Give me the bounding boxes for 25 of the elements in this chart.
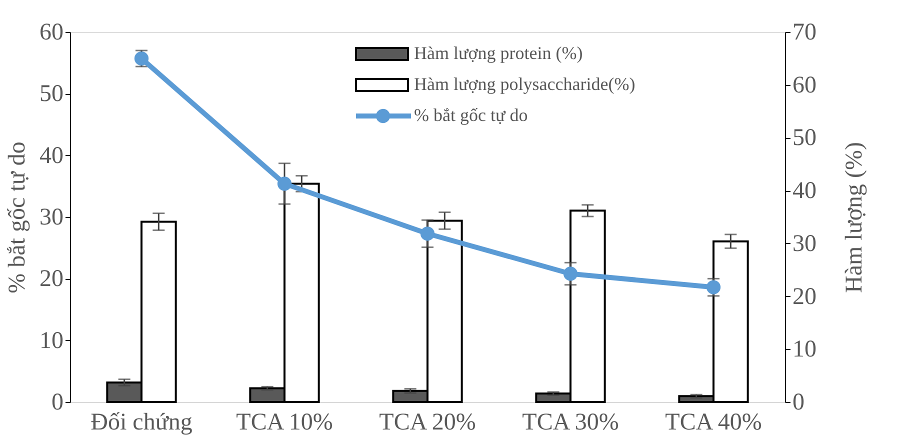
y2-tick-label: 60	[792, 72, 816, 98]
y-tick-label: 30	[40, 204, 64, 230]
y2-tick-label: 70	[792, 20, 816, 46]
x-tick-label: Đối chứng	[90, 410, 192, 436]
legend-label: Hàm lượng polysaccharide(%)	[414, 74, 636, 94]
y2-tick-label: 40	[792, 178, 816, 204]
x-tick-label: TCA 30%	[522, 410, 619, 436]
legend-label: Hàm lượng protein (%)	[414, 43, 583, 63]
y-tick-label: 20	[40, 266, 64, 292]
y-axis-title: % bắt gốc tự do	[4, 142, 30, 294]
y-tick-label: 40	[40, 142, 64, 169]
legend-label: % bắt gốc tự do	[414, 105, 528, 125]
y2-tick-label: 10	[792, 336, 816, 363]
y-tick-label: 0	[52, 390, 64, 416]
y2-axis-title: Hàm lượng (%)	[842, 142, 868, 293]
y2-tick-label: 50	[792, 125, 816, 152]
y-tick-label: 10	[40, 328, 64, 354]
x-tick-label: TCA 40%	[665, 410, 762, 436]
y2-tick-label: 30	[792, 230, 816, 257]
x-tick-label: TCA 10%	[236, 410, 333, 436]
y-tick-label: 50	[40, 81, 64, 108]
y-tick-label: 60	[40, 20, 64, 46]
y2-tick-label: 0	[792, 390, 804, 416]
y2-tick-label: 20	[792, 284, 816, 310]
x-tick-label: TCA 20%	[379, 410, 476, 436]
